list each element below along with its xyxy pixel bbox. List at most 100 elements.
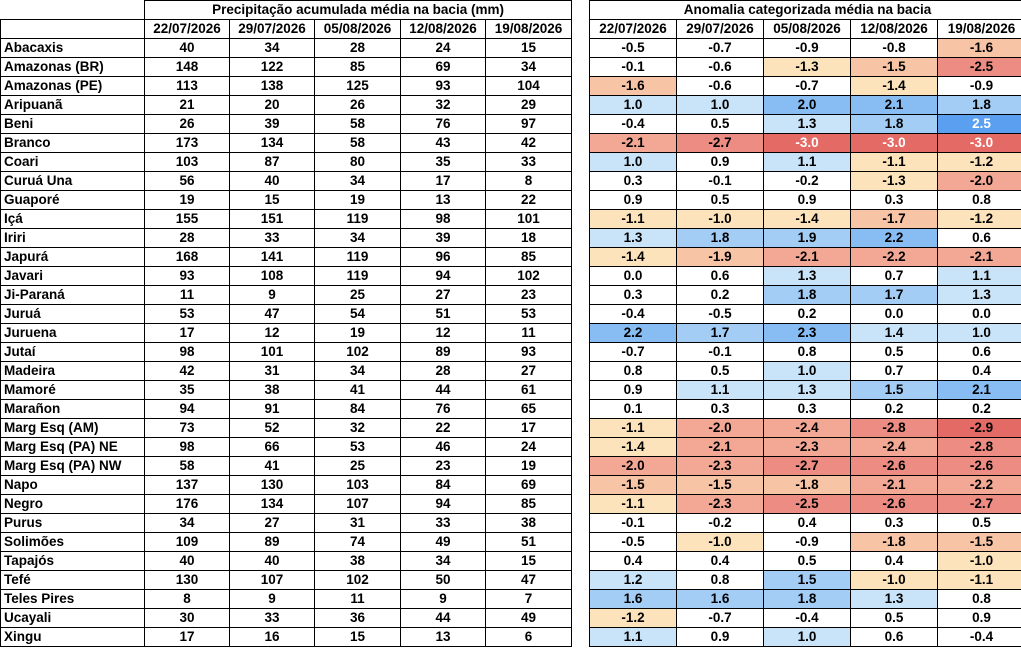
anomaly-value: -2.3 xyxy=(676,494,764,514)
table-row: Guaporé 19 15 19 13 22 xyxy=(0,190,573,210)
anomaly-value: -2.2 xyxy=(850,247,938,267)
precip-value: 56 xyxy=(144,171,230,191)
table-row: 0.9 0.5 0.9 0.3 0.8 xyxy=(589,190,1021,210)
anomaly-value: -0.8 xyxy=(850,38,938,58)
anomaly-value: 0.5 xyxy=(850,608,938,628)
precip-value: 22 xyxy=(400,418,486,438)
anomaly-value: -2.5 xyxy=(937,57,1021,77)
anomaly-value: 1.3 xyxy=(850,589,938,609)
table-row: -1.5 -1.5 -1.8 -2.1 -2.2 xyxy=(589,475,1021,495)
anomaly-value: 0.9 xyxy=(589,380,677,400)
anomaly-value: -2.4 xyxy=(850,437,938,457)
precip-value: 44 xyxy=(400,608,486,628)
anomaly-value: -2.7 xyxy=(937,494,1021,514)
precip-value: 61 xyxy=(484,380,573,400)
precip-value: 19 xyxy=(314,323,401,343)
table-row: Amazonas (BR) 148 122 85 69 34 xyxy=(0,57,573,77)
anomaly-value: -1.1 xyxy=(589,494,677,514)
precip-date-header: 19/08/2026 xyxy=(484,19,573,39)
anomaly-value: 1.6 xyxy=(589,589,677,609)
anomaly-date-header: 05/08/2026 xyxy=(763,19,851,39)
anomaly-value: 0.3 xyxy=(589,171,677,191)
precip-value: 53 xyxy=(144,304,230,324)
anomaly-value: -1.1 xyxy=(850,152,938,172)
table-row: Xingu 17 16 15 13 6 xyxy=(0,627,573,647)
precip-value: 32 xyxy=(314,418,401,438)
anomaly-value: -0.4 xyxy=(937,627,1021,647)
anomaly-value: 0.3 xyxy=(763,399,851,419)
table-row: 0.3 0.2 1.8 1.7 1.3 xyxy=(589,285,1021,305)
anomaly-value: -3.0 xyxy=(763,133,851,153)
anomaly-value: 0.7 xyxy=(850,361,938,381)
precip-value: 107 xyxy=(314,494,401,514)
basin-name: Teles Pires xyxy=(0,589,145,609)
anomaly-value: -1.1 xyxy=(589,418,677,438)
anomaly-value: 0.8 xyxy=(676,570,764,590)
precip-value: 23 xyxy=(400,456,486,476)
precip-corner-cell xyxy=(0,0,145,20)
precip-value: 34 xyxy=(484,57,573,77)
anomaly-value: -0.6 xyxy=(676,57,764,77)
table-row: -1.1 -2.0 -2.4 -2.8 -2.9 xyxy=(589,418,1021,438)
precip-value: 8 xyxy=(484,171,573,191)
anomaly-value: 0.3 xyxy=(850,513,938,533)
anomaly-value: 0.5 xyxy=(763,551,851,571)
anomaly-value: -2.0 xyxy=(937,171,1021,191)
table-row: -0.1 -0.6 -1.3 -1.5 -2.5 xyxy=(589,57,1021,77)
precip-value: 49 xyxy=(484,608,573,628)
anomaly-value: 0.6 xyxy=(850,627,938,647)
anomaly-value: 0.3 xyxy=(676,399,764,419)
precip-value: 36 xyxy=(314,608,401,628)
precip-value: 102 xyxy=(314,570,401,590)
precip-value: 93 xyxy=(144,266,230,286)
precip-value: 9 xyxy=(229,285,315,305)
anomaly-value: -2.2 xyxy=(937,475,1021,495)
precip-value: 168 xyxy=(144,247,230,267)
anomaly-value: -2.0 xyxy=(589,456,677,476)
anomaly-value: 0.9 xyxy=(589,190,677,210)
precip-value: 85 xyxy=(484,494,573,514)
basin-name: Abacaxis xyxy=(0,38,145,58)
precip-value: 76 xyxy=(400,399,486,419)
table-row: -2.0 -2.3 -2.7 -2.6 -2.6 xyxy=(589,456,1021,476)
basin-name: Amazonas (PE) xyxy=(0,76,145,96)
precip-value: 119 xyxy=(314,209,401,229)
anomaly-value: 0.0 xyxy=(937,304,1021,324)
precip-value: 130 xyxy=(144,570,230,590)
basin-name: Ucayali xyxy=(0,608,145,628)
basin-name: Javari xyxy=(0,266,145,286)
anomaly-value: -0.1 xyxy=(589,513,677,533)
precip-value: 109 xyxy=(144,532,230,552)
precip-value: 15 xyxy=(484,551,573,571)
precip-value: 27 xyxy=(229,513,315,533)
table-row: Marg Esq (AM) 73 52 32 22 17 xyxy=(0,418,573,438)
precip-value: 50 xyxy=(400,570,486,590)
anomaly-value: 1.9 xyxy=(763,228,851,248)
precip-value: 16 xyxy=(229,627,315,647)
table-row: 0.4 0.4 0.5 0.4 -1.0 xyxy=(589,551,1021,571)
anomaly-date-header: 29/07/2026 xyxy=(676,19,764,39)
basin-name: Juruá xyxy=(0,304,145,324)
precip-value: 11 xyxy=(144,285,230,305)
precip-value: 9 xyxy=(229,589,315,609)
anomaly-value: -2.6 xyxy=(850,494,938,514)
table-row: Branco 173 134 58 43 42 xyxy=(0,133,573,153)
table-row: Marg Esq (PA) NW 58 41 25 23 19 xyxy=(0,456,573,476)
precip-value: 38 xyxy=(229,380,315,400)
anomaly-value: -0.4 xyxy=(589,114,677,134)
anomaly-value: -1.5 xyxy=(676,475,764,495)
anomaly-value: 1.3 xyxy=(937,285,1021,305)
precip-value: 19 xyxy=(484,456,573,476)
precip-value: 51 xyxy=(484,532,573,552)
precip-value: 74 xyxy=(314,532,401,552)
precip-value: 101 xyxy=(229,342,315,362)
table-row: Purus 34 27 31 33 38 xyxy=(0,513,573,533)
anomaly-value: -1.5 xyxy=(937,532,1021,552)
table-row: 0.3 -0.1 -0.2 -1.3 -2.0 xyxy=(589,171,1021,191)
anomaly-value: 1.7 xyxy=(850,285,938,305)
precip-value: 85 xyxy=(314,57,401,77)
basin-name: Negro xyxy=(0,494,145,514)
anomaly-value: 1.7 xyxy=(676,323,764,343)
precip-value: 51 xyxy=(400,304,486,324)
precip-value: 98 xyxy=(144,342,230,362)
